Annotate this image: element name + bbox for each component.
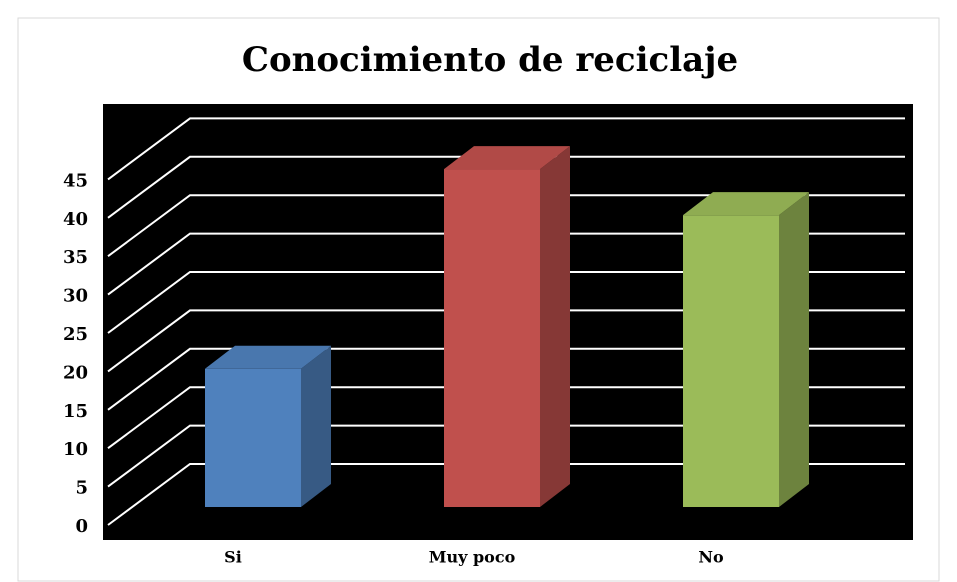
grid-line <box>107 271 905 334</box>
y-tick-label: 0 <box>75 516 88 537</box>
bar-top <box>444 146 570 170</box>
bar <box>444 169 540 507</box>
bar <box>205 368 301 507</box>
y-tick-label: 30 <box>63 286 88 307</box>
bar-side <box>779 192 809 507</box>
grid-line <box>107 347 905 411</box>
chart-title: Conocimiento de reciclaje <box>242 40 738 80</box>
bar-side <box>301 345 331 507</box>
bar-top <box>205 345 331 369</box>
y-tick-label: 5 <box>75 478 88 499</box>
y-tick-label: 40 <box>63 209 88 230</box>
grid-line <box>107 386 905 450</box>
grid-line <box>107 463 905 526</box>
grid-line <box>107 232 905 296</box>
y-tick-label: 35 <box>63 247 88 268</box>
bar-side <box>540 146 570 507</box>
grid-line <box>107 155 905 219</box>
y-tick-label: 25 <box>63 324 88 345</box>
x-tick-label: Si <box>224 548 242 567</box>
grid-line <box>107 194 905 258</box>
bar <box>683 215 779 507</box>
grid-line <box>107 117 905 181</box>
x-tick-label: No <box>698 548 724 567</box>
grid-line <box>107 424 905 488</box>
y-tick-label: 20 <box>63 362 88 383</box>
y-tick-label: 45 <box>63 170 88 191</box>
x-tick-label: Muy poco <box>429 548 516 567</box>
grid-line <box>107 309 905 373</box>
y-tick-label: 15 <box>63 401 88 422</box>
y-tick-label: 10 <box>63 439 88 460</box>
bar-top <box>683 192 809 216</box>
